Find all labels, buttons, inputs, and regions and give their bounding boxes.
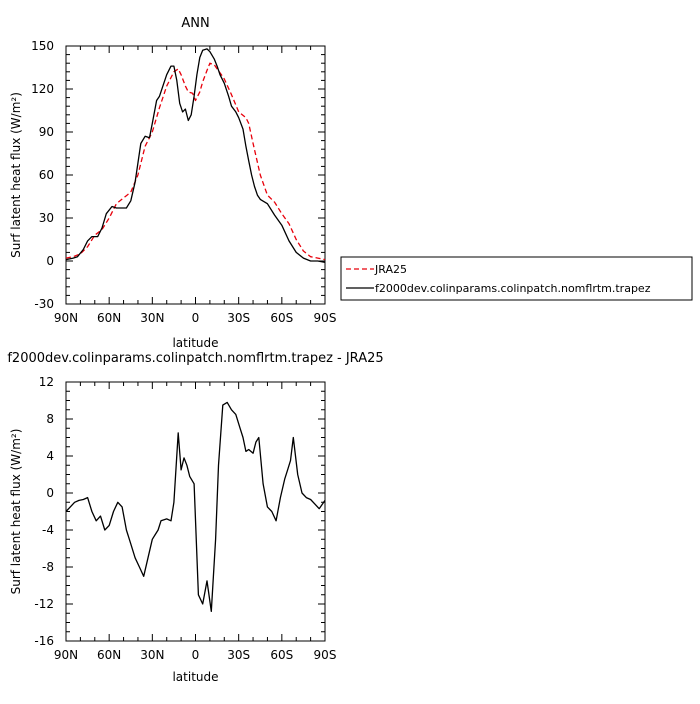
x-tick-label: 0 <box>192 311 200 325</box>
x-tick-label: 30S <box>227 648 250 662</box>
x-tick-label: 0 <box>192 648 200 662</box>
y-tick-label: -30 <box>34 297 54 311</box>
x-tick-label: 30S <box>227 311 250 325</box>
chart-panel-2: f2000dev.colinparams.colinpatch.nomflrtm… <box>7 351 383 684</box>
y-tick-label: 4 <box>46 449 54 463</box>
y-tick-label: -12 <box>34 597 54 611</box>
x-tick-label: 30N <box>140 311 164 325</box>
legend-label: f2000dev.colinparams.colinpatch.nomflrtm… <box>375 282 651 295</box>
y-tick-label: 120 <box>31 82 54 96</box>
y-tick-label: 90 <box>39 125 54 139</box>
y-tick-label: -16 <box>34 634 54 648</box>
legend-label: JRA25 <box>374 263 407 276</box>
y-tick-label: -8 <box>42 560 54 574</box>
y-tick-label: 0 <box>46 254 54 268</box>
x-tick-label: 30N <box>140 648 164 662</box>
y-tick-label: -4 <box>42 523 54 537</box>
chart-panel-1: ANN 90N 60N 30N 0 30S 60S 90S -30 0 30 60 90 120 150 la… <box>9 16 336 350</box>
x-axis-label: latitude <box>172 670 218 684</box>
x-tick-label: 60N <box>97 648 121 662</box>
legend: JRA25 f2000dev.colinparams.colinpatch.nom… <box>340 256 693 301</box>
x-tick-label: 60S <box>270 311 293 325</box>
y-tick-label: 12 <box>39 375 54 389</box>
y-tick-label: 60 <box>39 168 54 182</box>
chart-title: ANN <box>181 16 209 31</box>
series-line-1 <box>65 401 326 613</box>
y-tick-label: 30 <box>39 211 54 225</box>
y-tick-label: 8 <box>46 412 54 426</box>
legend-box <box>340 256 693 301</box>
y-tick-label: 150 <box>31 39 54 53</box>
y-tick-label: 0 <box>46 486 54 500</box>
series-line-1 <box>65 62 326 261</box>
x-tick-label: 90N <box>54 648 78 662</box>
x-tick-label: 60S <box>270 648 293 662</box>
y-axis-label: Surf latent heat flux (W/m²) <box>9 92 23 258</box>
x-tick-label: 90S <box>314 648 337 662</box>
x-tick-label: 90S <box>314 311 337 325</box>
x-axis-label: latitude <box>172 336 218 350</box>
x-tick-label: 90N <box>54 311 78 325</box>
y-axis-label: Surf latent heat flux (W/m²) <box>9 429 23 595</box>
series-line-2 <box>65 48 326 264</box>
chart-title: f2000dev.colinparams.colinpatch.nomflrtm… <box>7 351 383 366</box>
x-tick-label: 60N <box>97 311 121 325</box>
